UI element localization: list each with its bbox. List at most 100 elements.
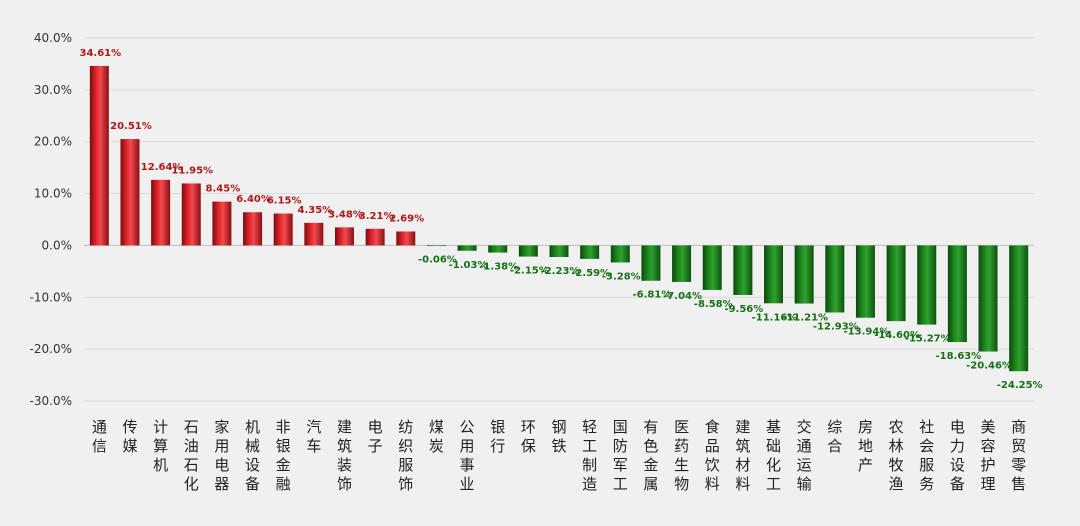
x-category-label: 银行 (490, 418, 505, 455)
y-tick-label: -20.0% (30, 342, 72, 356)
data-label: -7.04% (663, 291, 702, 302)
bar (151, 179, 171, 246)
x-category-label: 电子 (368, 418, 383, 455)
data-label: -13.94% (844, 327, 890, 338)
bar (334, 227, 354, 246)
x-category-label: 公用事业 (460, 418, 475, 493)
data-label: -24.25% (997, 380, 1043, 391)
x-category-label: 电力设备 (950, 418, 965, 493)
data-label: -14.60% (874, 330, 920, 341)
x-category-label: 医药生物 (674, 418, 689, 493)
data-label: -20.46% (966, 361, 1012, 372)
data-label: 20.51% (110, 121, 152, 132)
x-category-label: 交通运输 (797, 418, 812, 493)
bar (794, 245, 814, 304)
bar (825, 245, 845, 313)
bar (917, 245, 937, 325)
data-label: -6.81% (633, 290, 672, 301)
x-category-label: 房地产 (858, 418, 873, 474)
data-label: 4.35% (297, 205, 332, 216)
bar (365, 228, 385, 246)
data-label: 8.45% (206, 184, 241, 195)
bar (457, 245, 477, 251)
bar (89, 65, 109, 246)
data-label: -0.06% (418, 255, 457, 266)
bar (610, 245, 630, 263)
data-label: 12.64% (141, 162, 183, 173)
data-label: -8.58% (694, 299, 733, 310)
data-labels: 34.61% 20.51% 12.64%11.95% 8.45%6.40%6.15%4… (79, 48, 1042, 391)
x-category-label: 钢铁 (551, 418, 566, 455)
y-tick-label: -10.0% (30, 290, 72, 304)
data-label: -11.21% (782, 313, 828, 324)
x-category-label: 纺织服饰 (398, 418, 413, 493)
x-category-label: 综合 (827, 418, 842, 455)
x-category-label: 建筑装饰 (337, 418, 352, 493)
bar (120, 139, 140, 246)
data-label: 3.21% (359, 211, 394, 222)
x-category-label: 机械设备 (245, 418, 260, 493)
data-label: -18.63% (935, 351, 981, 362)
x-category-label: 社会服务 (919, 418, 934, 493)
bar (702, 245, 722, 290)
x-category-label: 石油石化 (184, 418, 199, 493)
x-category-label: 非银金融 (276, 418, 291, 493)
x-category-label: 美容护理 (981, 418, 996, 493)
y-tick-label: 20.0% (34, 135, 72, 149)
data-label: -12.93% (813, 321, 859, 332)
x-category-label: 基础化工 (766, 418, 781, 493)
bar (733, 245, 753, 296)
y-tick-label: 40.0% (34, 31, 72, 45)
bar (886, 245, 906, 322)
y-tick-label: -30.0% (30, 394, 72, 408)
bar (243, 212, 263, 246)
data-label: 6.40% (236, 194, 271, 205)
x-category-label: 国防军工 (613, 418, 628, 493)
data-label: -15.27% (905, 334, 951, 345)
x-category-label: 计算机 (153, 418, 168, 474)
data-label: 3.48% (328, 209, 363, 220)
bar (641, 245, 661, 281)
x-category-label: 通信 (92, 418, 107, 455)
bar (426, 245, 446, 247)
bar (304, 222, 324, 246)
data-label: -2.15% (510, 266, 549, 277)
bar (672, 245, 692, 282)
x-category-label: 建筑材料 (735, 418, 750, 493)
bar (181, 183, 201, 246)
data-label: 6.15% (267, 196, 302, 207)
y-tick-label: 0.0% (42, 238, 73, 252)
y-tick-label: 30.0% (34, 83, 72, 97)
bar (764, 245, 784, 304)
y-tick-label: 10.0% (34, 187, 72, 201)
data-label: -1.03% (449, 260, 488, 271)
x-category-label: 有色金属 (643, 418, 658, 493)
bar (1009, 245, 1029, 372)
data-label: -1.38% (479, 262, 518, 273)
bar (396, 231, 416, 246)
y-axis-ticks: 40.0% 30.0% 20.0% 10.0% 0.0% -10.0% -20.0% -30.… (30, 31, 72, 408)
x-category-label: 商贸零售 (1011, 418, 1026, 493)
data-label: -3.28% (602, 271, 641, 282)
data-label: 2.69% (389, 213, 424, 224)
x-category-label: 轻工制造 (582, 418, 597, 493)
bar (273, 213, 293, 246)
bar (580, 245, 600, 259)
bar (855, 245, 875, 318)
x-category-label: 食品饮料 (705, 418, 720, 493)
data-label: -2.23% (541, 266, 580, 277)
x-category-label: 传媒 (122, 418, 137, 455)
bar (212, 201, 232, 246)
x-category-label: 环保 (521, 418, 536, 455)
data-label: -11.16% (752, 312, 798, 323)
bar (947, 245, 967, 343)
data-label: 34.61% (79, 48, 121, 59)
data-label: 11.95% (171, 165, 213, 176)
x-category-label: 汽车 (306, 418, 321, 455)
x-category-label: 农林牧渔 (889, 418, 904, 493)
data-label: -2.59% (571, 268, 610, 279)
bar (549, 245, 569, 257)
